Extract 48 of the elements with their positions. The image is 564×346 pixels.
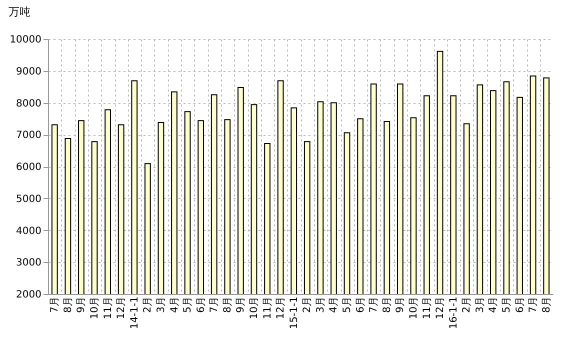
y-tick-label: 2000 — [16, 290, 42, 300]
x-tick-label: 6月 — [355, 296, 366, 313]
x-tick-label: 2月 — [462, 296, 473, 313]
x-tick-label: 8月 — [541, 296, 552, 313]
x-tick-label: 10月 — [408, 296, 420, 320]
x-tick-label: 9月 — [236, 296, 247, 313]
y-tick-label: 4000 — [16, 226, 42, 237]
x-tick-label: 5月 — [342, 296, 354, 313]
x-tick-label: 12月 — [435, 296, 446, 320]
x-tick-label: 16-1-1 — [448, 296, 460, 330]
x-tick-label: 7月 — [528, 296, 540, 313]
x-tick-label: 3月 — [315, 296, 326, 313]
x-tick-label: 6月 — [514, 296, 526, 313]
y-tick-label: 6000 — [16, 162, 42, 173]
x-tick-label: 12月 — [276, 296, 287, 320]
y-tick-label: 8000 — [16, 98, 42, 110]
x-tick-label: 10月 — [248, 296, 260, 320]
x-tick-label: 2月 — [302, 296, 314, 313]
x-tick-label: 11月 — [102, 296, 114, 320]
x-tick-label: 7月 — [50, 296, 61, 313]
x-tick-label: 9月 — [76, 296, 88, 313]
y-tick-label: 3000 — [16, 258, 42, 269]
x-tick-label: 15-1-1 — [288, 296, 300, 330]
x-tick-label: 8月 — [222, 296, 234, 313]
x-tick-label: 2月 — [142, 296, 154, 313]
x-tick-label: 5月 — [501, 296, 512, 313]
x-tick-label: 3月 — [474, 296, 486, 313]
x-tick-label: 11月 — [422, 296, 433, 320]
y-axis-title: 万吨 — [8, 6, 30, 18]
x-tick-label: 3月 — [156, 296, 167, 313]
x-tick-label: 10月 — [90, 296, 101, 320]
x-tick-label: 7月 — [209, 296, 220, 313]
x-tick-label: 8月 — [382, 296, 393, 313]
x-tick-label: 4月 — [488, 296, 500, 313]
x-tick-label: 12月 — [116, 296, 128, 320]
x-tick-label: 7月 — [368, 296, 380, 313]
x-tick-label: 14-1-1 — [129, 296, 140, 330]
y-tick-label: 5000 — [16, 194, 42, 205]
x-tick-label: 8月 — [62, 296, 74, 313]
x-tick-label: 11月 — [262, 296, 274, 320]
x-tick-label: 4月 — [328, 296, 340, 313]
y-tick-label: 7000 — [16, 130, 42, 142]
y-tick-label: 10000 — [10, 34, 42, 46]
x-tick-label: 4月 — [169, 296, 180, 313]
y-tick-label: 9000 — [16, 66, 42, 78]
x-tick-label: 5月 — [182, 296, 194, 313]
x-tick-label: 9月 — [395, 296, 406, 313]
x-tick-label: 6月 — [196, 296, 207, 313]
